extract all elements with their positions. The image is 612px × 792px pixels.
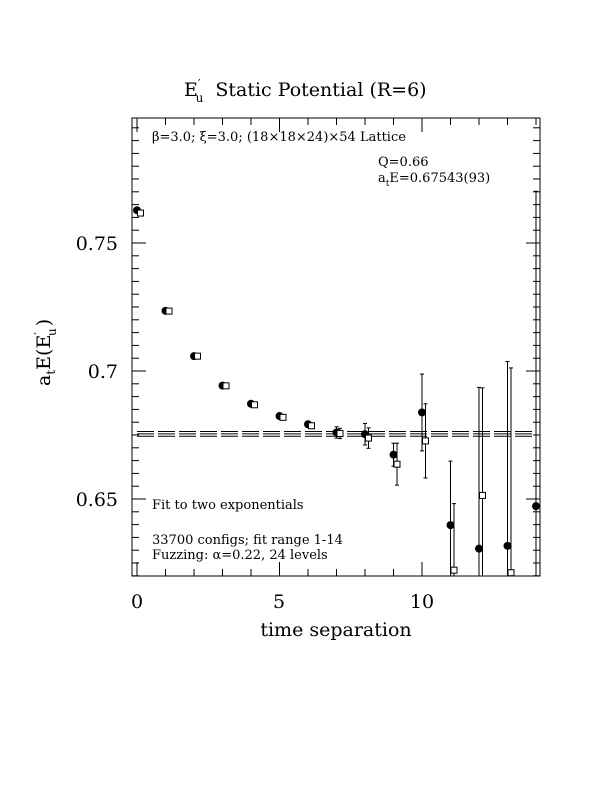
data-point-square [393, 460, 401, 468]
data-point-square [365, 434, 372, 442]
data-point-square [279, 413, 287, 421]
data-points [133, 190, 540, 577]
y-label-e: E(E [33, 335, 55, 370]
y-label-t: t [44, 370, 58, 375]
y-axis-label: atE(E′u) [32, 319, 59, 386]
data-point-square [308, 422, 315, 430]
x-tick-label-0: 0 [131, 591, 143, 613]
data-point-square [422, 437, 429, 445]
data-point-square [165, 307, 173, 315]
data-point-square [194, 352, 201, 360]
data-point-square [251, 401, 258, 409]
energy-rest: E=0.67543(93) [389, 171, 490, 186]
data-point-circle [389, 450, 398, 459]
chart-title-prime: ′ [198, 77, 201, 91]
y-tick-label-075: 0.75 [76, 233, 118, 255]
y-tick-label-065: 0.65 [76, 489, 118, 511]
y-label-a: a [33, 375, 55, 386]
lattice-annotation: β=3.0; ξ=3.0; (18×18×24)×54 Lattice [152, 130, 406, 145]
fuzzing-annotation: Fuzzing: α=0.22, 24 levels [152, 548, 328, 563]
data-point-circle [446, 521, 455, 530]
chart-title-main: E [184, 79, 198, 101]
chart-title-sub: u [196, 91, 204, 105]
fit-annotation: Fit to two exponentials [152, 498, 304, 513]
energy-t: t [386, 179, 390, 189]
x-tick-label-5: 5 [273, 591, 285, 613]
x-tick-label-10: 10 [410, 591, 434, 613]
energy-a: a [378, 171, 386, 186]
y-tick-label-07: 0.7 [88, 361, 118, 383]
data-point-square [336, 429, 344, 437]
configs-annotation: 33700 configs; fit range 1-14 [152, 533, 343, 548]
data-point-square [137, 209, 144, 217]
data-point-circle [475, 544, 483, 553]
y-label-prime: ′ [32, 332, 46, 335]
energy-annotation: atE=0.67543(93) [378, 171, 490, 189]
y-label-u: u [45, 328, 59, 336]
data-point-circle [418, 408, 426, 417]
data-point-circle [532, 502, 540, 511]
chart-title: E′ u Static Potential (R=6) [184, 77, 427, 105]
chart-title-rest: Static Potential (R=6) [215, 79, 426, 101]
y-label-close: ) [33, 319, 55, 326]
data-point-square [507, 569, 515, 577]
data-point-square [222, 382, 230, 390]
data-point-circle [503, 541, 512, 550]
data-point-square [479, 491, 486, 499]
x-axis-label: time separation [260, 619, 411, 641]
data-point-square [450, 566, 458, 574]
q-annotation: Q=0.66 [378, 155, 429, 170]
